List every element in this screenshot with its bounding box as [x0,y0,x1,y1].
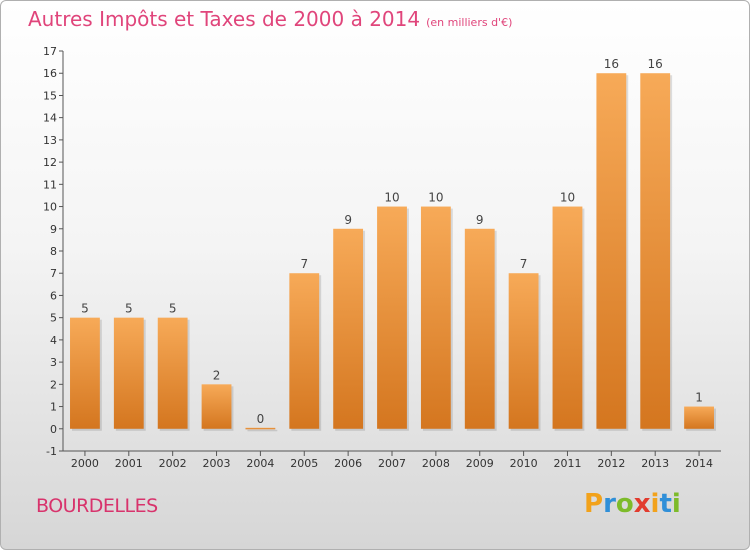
bar-value-label: 10 [428,191,443,205]
bar-value-label: 2 [213,368,221,382]
bar-value-label: 16 [648,57,663,71]
bar [464,228,495,429]
x-tick-label: 2008 [422,457,450,470]
y-tick-label: 14 [43,112,57,125]
bar-shadow [247,429,278,432]
chart-title-main: Autres Impôts et Taxes de 2000 à 2014 [28,7,421,31]
bar [201,384,232,429]
y-tick-label: 8 [50,245,57,258]
y-tick-label: 15 [43,89,57,102]
bar [157,317,188,429]
bar [113,317,144,429]
y-tick-label: 2 [50,378,57,391]
bar-value-label: 1 [695,391,703,405]
y-tick-label: 6 [50,289,57,302]
x-tick-label: 2010 [510,457,538,470]
y-tick-label: -1 [46,445,57,458]
bar-value-label: 10 [560,191,575,205]
bar [420,206,451,429]
y-tick-label: 13 [43,134,57,147]
bar [508,273,539,429]
x-tick-label: 2009 [466,457,494,470]
x-tick-label: 2013 [641,457,669,470]
bar [684,406,714,429]
bar [70,317,100,429]
proxiti-logo: Proxiti [584,489,681,519]
y-tick-label: 3 [50,356,57,369]
bar-value-label: 9 [344,213,352,227]
x-tick-label: 2004 [246,457,274,470]
y-tick-label: 0 [50,423,57,436]
x-tick-label: 2007 [378,457,406,470]
bar-value-label: 0 [257,412,265,426]
bar-value-label: 9 [476,213,484,227]
bar-value-label: 7 [300,257,308,271]
x-tick-label: 2005 [290,457,318,470]
y-tick-label: 17 [43,45,57,58]
y-tick-label: 5 [50,312,57,325]
x-tick-label: 2011 [553,457,581,470]
x-tick-label: 2001 [115,457,143,470]
bar-value-label: 10 [384,191,399,205]
chart-title-unit: (en milliers d'€) [426,16,513,29]
x-tick-label: 2012 [597,457,625,470]
x-tick-label: 2006 [334,457,362,470]
bar-value-label: 5 [169,302,177,316]
x-tick-label: 2000 [71,457,99,470]
y-tick-label: 12 [43,156,57,169]
y-tick-label: 16 [43,67,57,80]
bar-value-label: 7 [520,257,528,271]
y-tick-label: 10 [43,201,57,214]
bar-value-label: 5 [125,302,133,316]
bar [377,206,407,429]
bar [333,228,364,429]
x-tick-label: 2002 [159,457,187,470]
town-name: BOURDELLES [36,495,158,517]
y-tick-label: 7 [50,267,57,280]
y-tick-label: 4 [50,334,57,347]
bar [640,73,671,429]
bar-value-label: 16 [604,57,619,71]
y-tick-label: 1 [50,401,57,414]
bar [552,206,583,429]
x-tick-label: 2014 [685,457,713,470]
bar [245,427,276,430]
x-tick-label: 2003 [203,457,231,470]
bar [596,73,627,429]
y-tick-label: 11 [43,178,57,191]
bar [289,273,320,429]
bar-value-label: 5 [81,302,89,316]
chart-title: Autres Impôts et Taxes de 2000 à 2014 (en… [28,7,512,31]
y-tick-label: 9 [50,223,57,236]
